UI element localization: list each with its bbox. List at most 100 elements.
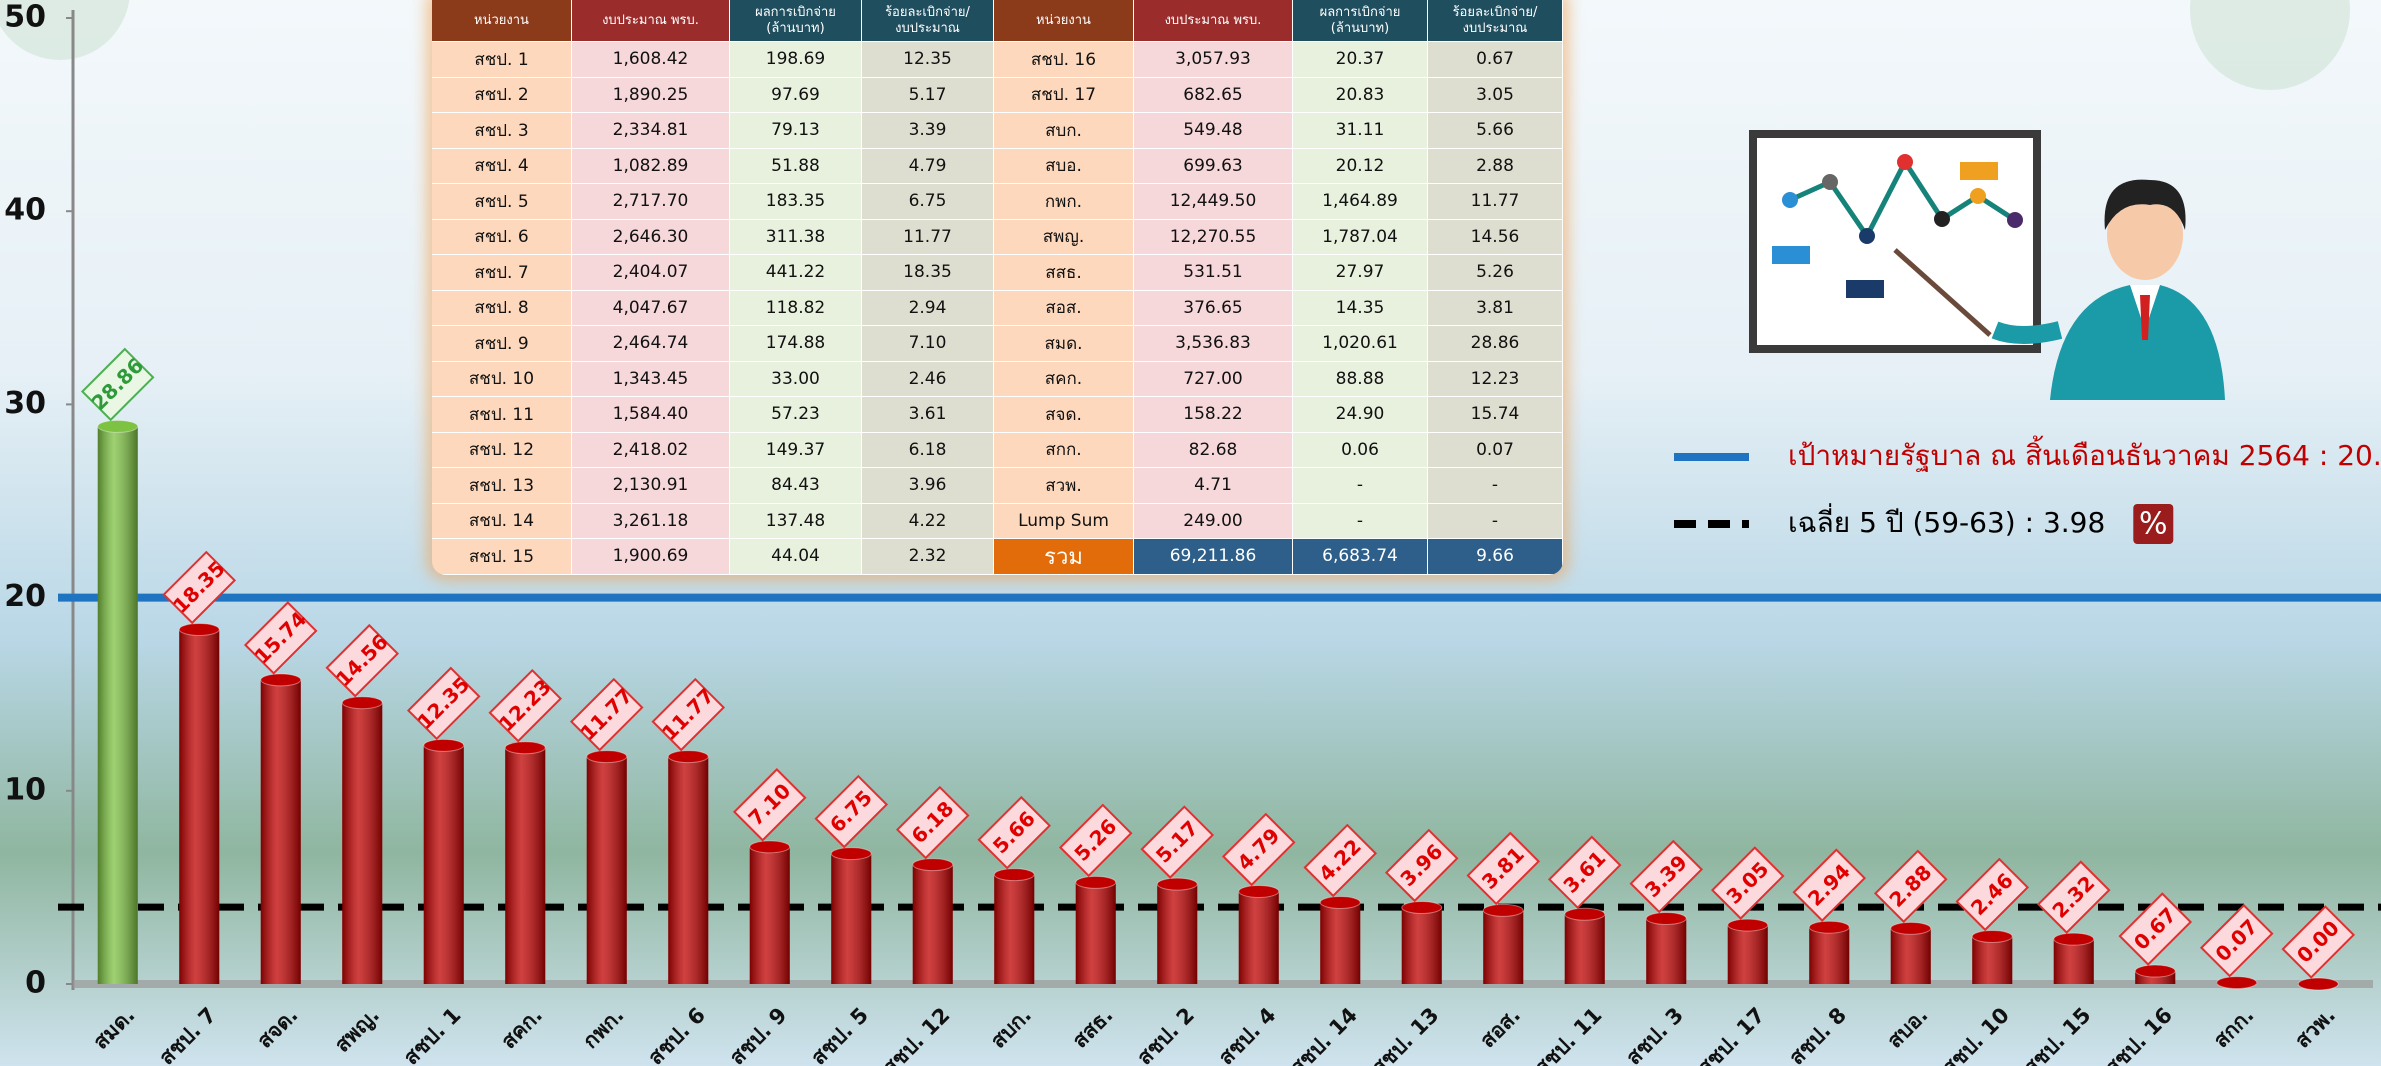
bar-cap [586,750,628,764]
table-row: สชป. 12 2,418.02 149.37 6.18 สกก. 82.68 0.06 0.… [432,432,1563,468]
value-label-group: 4.22 [1303,823,1378,898]
table-row: สชป. 11 1,584.40 57.23 3.61 สจด. 158.22 24.90 1… [432,397,1563,433]
floor [73,980,2373,988]
value-label-box [243,601,318,675]
table-cell: 4,047.67 [572,290,730,326]
bar-cap [1564,907,1606,921]
y-tick-label: 0 [25,966,46,1001]
table-cell: 1,890.25 [572,77,730,113]
x-tick-label: สคก. [496,1003,547,1054]
table-cell: สคก. [994,361,1134,397]
table-cell: 0.07 [1428,432,1563,468]
table-cell: 20.12 [1293,148,1428,184]
table-cell: 12,449.50 [1134,184,1293,220]
bar-cap [2134,964,2176,978]
y-tick-label: 10 [4,772,46,807]
table-cell: 1,787.04 [1293,219,1428,255]
value-label-group: 5.17 [1140,805,1215,879]
table-cell: สชป. 11 [432,397,572,433]
table-cell: สกก. [994,432,1134,468]
legend-label: เป้าหมายรัฐบาล ณ สิ้นเดือนธันวาคม 2564 :… [1788,435,2381,472]
value-label-group: 7.10 [732,768,807,842]
table-cell: 2,646.30 [572,219,730,255]
table-cell: 6.18 [862,432,994,468]
table-cell: 2,334.81 [572,113,730,149]
table-cell: กพก. [994,184,1134,220]
bar-shade [2053,939,2094,984]
value-label-box [2281,905,2356,979]
bar-cap [749,840,791,854]
table-cell: สชป. 16 [994,42,1134,78]
table-row: สชป. 8 4,047.67 118.82 2.94 สอส. 376.65 14.35 3… [432,290,1563,326]
value-label-group: 14.56 [325,623,400,698]
table-cell: 4.79 [862,148,994,184]
table-cell: 18.35 [862,255,994,291]
bar-cap [830,847,872,861]
table-cell: 2,464.74 [572,326,730,362]
table-cell: 1,464.89 [1293,184,1428,220]
table-cell: - [1428,468,1563,504]
bar-shade [1646,918,1687,984]
value-label-group: 2.88 [1873,849,1948,924]
table-cell: สชป. 12 [432,432,572,468]
table-cell: 3,261.18 [572,503,730,539]
bar-shade [260,679,301,984]
y-tick-label: 30 [4,386,46,421]
table-cell: 3.39 [862,113,994,149]
bar-cap [667,750,709,764]
table-cell: 27.97 [1293,255,1428,291]
bar-shade [1564,914,1605,984]
table-cell: - [1428,503,1563,539]
value-label-group: 0.00 [2281,905,2356,979]
table-cell: สชป. 13 [432,468,572,504]
table-cell: สชป. 15 [432,539,572,575]
table-cell: สชป. 1 [432,42,572,78]
table-cell: 441.22 [730,255,862,291]
table-row: สชป. 14 3,261.18 137.48 4.22 Lump Sum 249.00-… [432,503,1563,539]
bar-shade [1238,891,1279,984]
table-cell: สพญ. [994,219,1134,255]
bar-cap [178,622,220,636]
value-label-group: 18.35 [162,550,237,625]
table-row: สชป. 6 2,646.30 311.38 11.77 สพญ. 12,270.55 1,… [432,219,1563,255]
value-label-box [569,677,644,752]
header-row: หน่วยงาน งบประมาณ พรบ. ผลการเบิกจ่าย (ล้านบ… [432,0,1563,42]
value-label-group: 15.74 [243,601,318,675]
y-tick-label: 50 [4,0,46,35]
value-label-box [1873,849,1948,924]
table-cell: 44.04 [730,539,862,575]
bar-cap [341,696,383,710]
value-label-group: 0.07 [2199,903,2274,978]
badge: % [2139,507,2168,542]
x-tick-label: สจด. [253,1003,303,1053]
bar-cap [504,741,546,755]
value-label-box [2118,892,2193,966]
table-cell: 97.69 [730,77,862,113]
bar-shade [1320,902,1361,984]
badge-box [2133,504,2174,544]
header-cell: หน่วยงาน [432,0,572,42]
value-label-box [814,774,889,849]
value-label-group: 3.39 [1629,839,1704,914]
bar-cap [97,419,139,433]
value-label-group: 2.94 [1792,848,1867,922]
bar-cap [1890,921,1932,935]
table-cell: 24.90 [1293,397,1428,433]
x-tick-label: สชป. 4 [1214,1003,1281,1066]
table-cell: 1,608.42 [572,42,730,78]
value-label-group: 3.96 [1384,828,1459,903]
value-label-group: 6.75 [814,774,889,849]
value-label-box [1466,831,1541,906]
table-cell: 0.67 [1428,42,1563,78]
x-tick-label: สบก. [986,1003,1036,1053]
table-cell: 79.13 [730,113,862,149]
header-cell: งบประมาณ พรบ. [572,0,730,42]
value-label-group: 3.81 [1466,831,1541,906]
x-tick-label: สพญ. [330,1003,385,1058]
table-cell: 11.77 [1428,184,1563,220]
table-cell: 9.66 [1428,539,1563,575]
table-cell: สบก. [994,113,1134,149]
header-text: งบประมาณ [1462,20,1528,36]
bar-shade [179,629,220,984]
x-tick-label: สวพ. [2290,1003,2340,1053]
